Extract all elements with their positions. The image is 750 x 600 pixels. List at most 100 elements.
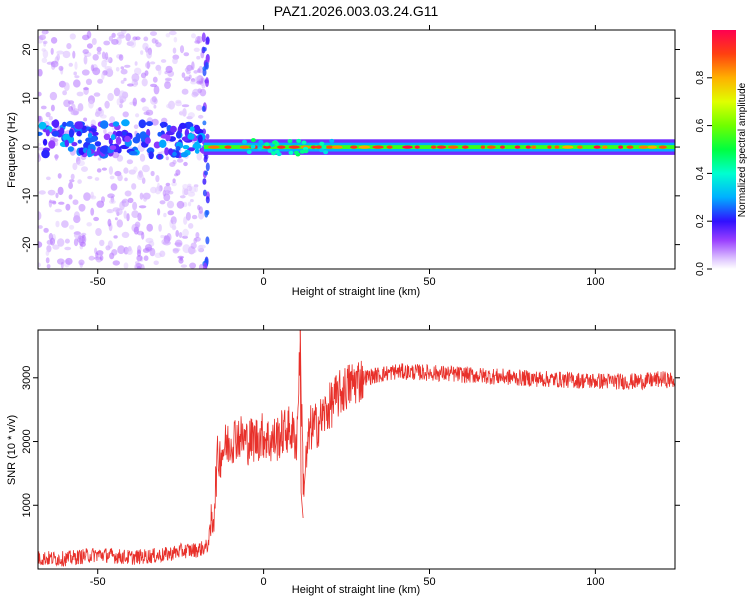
spectrogram-noise-blob bbox=[38, 142, 41, 147]
spectrogram-noise-blob bbox=[104, 52, 109, 61]
spectrogram-noise-blob bbox=[178, 232, 183, 238]
snr-panel: -50 0 50 100 1000 2000 3000 Height of straigh… bbox=[6, 325, 680, 596]
spectrogram-noise-blob bbox=[202, 120, 207, 126]
spectrogram-peak bbox=[525, 145, 531, 149]
spectrogram-noise-blob bbox=[100, 114, 107, 119]
snr-y-tick-label: 3000 bbox=[21, 366, 33, 390]
spectrogram-peak bbox=[310, 145, 317, 149]
spectrogram-signal-blob bbox=[68, 128, 75, 138]
spectrogram-noise-blob bbox=[80, 232, 87, 236]
spectrogram-noise-blob bbox=[81, 166, 88, 173]
spectrogram-signal-blob bbox=[91, 131, 99, 136]
spectrogram-signal-blob bbox=[257, 146, 263, 151]
colorbar-tick-label: 0.8 bbox=[695, 70, 706, 84]
spectrogram-noise-blob bbox=[182, 244, 191, 254]
spectrogram-signal-blob bbox=[48, 140, 56, 149]
snr-y-tick-label: 2000 bbox=[21, 429, 33, 453]
spectrogram-peak bbox=[239, 145, 250, 149]
spectrogram-peak bbox=[487, 145, 496, 149]
snr-x-ticks: -50 0 50 100 bbox=[90, 325, 605, 588]
spectrogram-signal-blob bbox=[71, 142, 78, 147]
spectrogram-noise-blob bbox=[103, 40, 111, 46]
spectrogram-noise-blob bbox=[163, 212, 167, 218]
spectrogram-noise-blob bbox=[96, 168, 102, 173]
spectrogram-noise-blob bbox=[49, 91, 58, 101]
spectrogram-noise-blob bbox=[90, 207, 95, 216]
spectrogram-signal-blob bbox=[42, 138, 48, 146]
spectrogram-noise-blob bbox=[143, 111, 150, 116]
spectrogram-peak bbox=[531, 145, 537, 149]
spectrogram-noise-blob bbox=[195, 232, 200, 239]
spectrogram-noise-blob bbox=[134, 67, 142, 76]
spectrogram-signal-blob bbox=[242, 139, 247, 144]
spectrogram-noise-blob bbox=[165, 182, 171, 187]
spectrogram-noise-blob bbox=[83, 192, 91, 201]
spectrogram-noise-blob bbox=[69, 33, 76, 40]
spectrogram-noise-blob bbox=[110, 183, 118, 191]
spectrogram-noise-blob bbox=[45, 111, 51, 118]
spectrogram-noise-blob bbox=[183, 216, 188, 225]
spectrogram-noise-blob bbox=[125, 33, 131, 42]
spectrogram-noise-blob bbox=[182, 228, 189, 237]
spectrogram-noise-blob bbox=[116, 32, 125, 37]
spectrogram-noise-blob bbox=[50, 47, 54, 55]
spectrogram-signal-blob bbox=[321, 145, 327, 150]
spectrogram-noise-blob bbox=[86, 30, 92, 39]
spectrogram-noise-blob bbox=[99, 239, 105, 247]
spectrogram-noise-blob bbox=[172, 221, 176, 230]
spectrogram-noise-blob bbox=[149, 247, 156, 257]
spectrogram-noise-blob bbox=[95, 228, 102, 236]
spectrogram-noise-blob bbox=[68, 181, 73, 190]
spectrogram-noise-blob bbox=[146, 49, 153, 59]
spectrogram-noise-blob bbox=[133, 226, 139, 235]
spectrogram-noise-blob bbox=[204, 62, 209, 70]
colorbar-tick-label: 0.0 bbox=[695, 262, 706, 276]
spectrogram-noise-blob bbox=[131, 210, 139, 219]
spectrogram-peak bbox=[315, 145, 322, 149]
colorbar-label: Normalized spectral amplitude bbox=[737, 82, 748, 217]
spectrogram-noise-blob bbox=[72, 50, 76, 59]
spectrogram-noise-blob bbox=[112, 207, 121, 212]
spectrogram-noise-blob bbox=[150, 186, 157, 194]
spectrogram-peak bbox=[547, 145, 552, 149]
spectrogram-signal-blob bbox=[187, 133, 195, 140]
spectrogram-noise-blob bbox=[68, 62, 74, 67]
spectrogram-noise-blob bbox=[38, 211, 42, 221]
spectrogram-noise-blob bbox=[123, 210, 127, 219]
spectrogram-signal-blob bbox=[276, 152, 282, 157]
spectrogram-signal-blob bbox=[103, 133, 111, 141]
colorbar-tick-label: 0.2 bbox=[695, 214, 706, 228]
spectrogram-noise-blob bbox=[57, 186, 64, 196]
spectrogram-noise-blob bbox=[179, 195, 186, 199]
spectrogram-noise-blob bbox=[40, 105, 47, 110]
spectrogram-noise-blob bbox=[182, 187, 186, 196]
spectrogram-noise-blob bbox=[112, 260, 121, 266]
spectrogram-noise-blob bbox=[141, 78, 148, 87]
spectrogram-noise-blob bbox=[63, 99, 71, 108]
spectrogram-noise-blob bbox=[45, 257, 50, 264]
spectrogram-signal-blob bbox=[288, 150, 294, 155]
spectrogram-noise-blob bbox=[179, 45, 185, 54]
spectrogram-signal-blob bbox=[64, 139, 69, 147]
spectrogram-noise-blob bbox=[190, 199, 194, 203]
spectrogram-noise-blob bbox=[114, 217, 118, 221]
spectrogram-noise-blob bbox=[171, 181, 177, 187]
spectrogram-y-label: Frequency (Hz) bbox=[6, 112, 18, 188]
spectrogram-noise-blob bbox=[201, 32, 206, 43]
spectrogram-noise-blob bbox=[131, 183, 137, 190]
spectrogram-noise-blob bbox=[69, 224, 75, 230]
spectrogram-noise-blob bbox=[163, 185, 172, 193]
spectrogram-noise-blob bbox=[181, 104, 190, 108]
spectrogram-signal-blob bbox=[59, 127, 65, 135]
spectrogram-noise-blob bbox=[166, 200, 175, 209]
spectrogram-noise-blob bbox=[70, 110, 79, 116]
spectrogram-signal-blob bbox=[175, 146, 181, 151]
spectrogram-y-tick-label: 20 bbox=[21, 43, 33, 55]
spectrogram-noise-blob bbox=[193, 237, 198, 244]
snr-series-line bbox=[38, 330, 675, 567]
spectrogram-noise-blob bbox=[175, 230, 179, 237]
spectrogram-signal-blob bbox=[197, 134, 203, 144]
colorbar-ticks: 0.0 0.2 0.4 0.6 0.8 bbox=[695, 70, 712, 276]
spectrogram-noise-blob bbox=[173, 36, 178, 43]
spectrogram-signal-blob bbox=[180, 152, 189, 158]
